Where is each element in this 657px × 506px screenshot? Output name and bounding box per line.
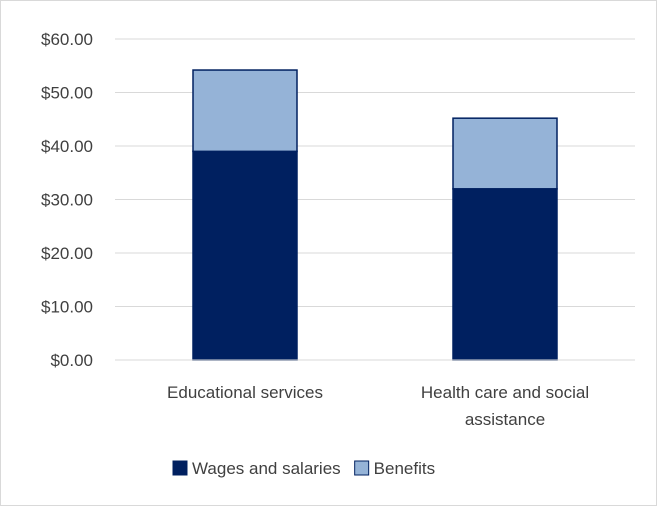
y-tick-label: $20.00 bbox=[41, 244, 93, 263]
bar-segment-wages bbox=[452, 188, 558, 361]
y-tick-label: $30.00 bbox=[41, 191, 93, 210]
y-tick-label: $60.00 bbox=[41, 30, 93, 49]
x-category-label: assistance bbox=[465, 410, 545, 429]
x-category-label: Educational services bbox=[167, 383, 323, 402]
legend-swatch bbox=[354, 460, 370, 476]
bar-segment-benefits bbox=[192, 69, 298, 153]
bar-segment-wages bbox=[192, 150, 298, 361]
legend-label: Benefits bbox=[374, 459, 435, 478]
x-axis-category-labels: Educational services Health care and soci… bbox=[167, 383, 589, 429]
bars bbox=[192, 69, 558, 361]
x-category-label: Health care and social bbox=[421, 383, 589, 402]
y-tick-label: $50.00 bbox=[41, 84, 93, 103]
legend-swatch bbox=[172, 460, 188, 476]
legend-label: Wages and salaries bbox=[192, 459, 341, 478]
y-tick-label: $40.00 bbox=[41, 137, 93, 156]
y-tick-label: $10.00 bbox=[41, 298, 93, 317]
bar-segment-benefits bbox=[452, 117, 558, 190]
y-tick-label: $0.00 bbox=[50, 351, 93, 370]
y-axis-tick-labels: $0.00 $10.00 $20.00 $30.00 $40.00 $50.00 $60.0… bbox=[41, 30, 93, 370]
legend: Wages and salaries Benefits bbox=[172, 459, 435, 478]
